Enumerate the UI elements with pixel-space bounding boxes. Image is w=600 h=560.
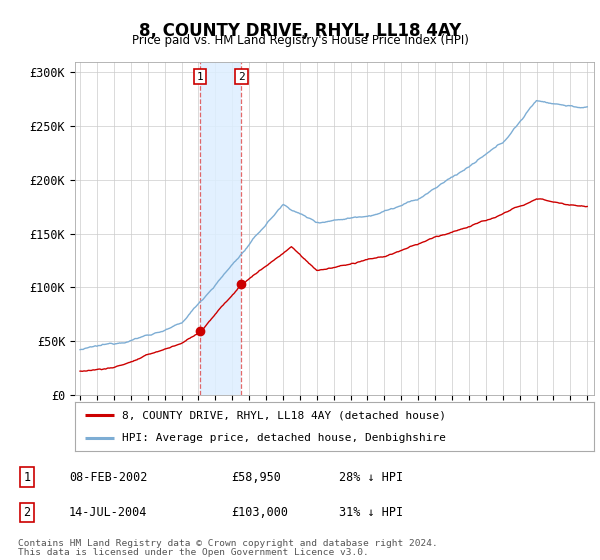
Text: £103,000: £103,000 (231, 506, 288, 519)
Text: This data is licensed under the Open Government Licence v3.0.: This data is licensed under the Open Gov… (18, 548, 369, 557)
Text: 31% ↓ HPI: 31% ↓ HPI (339, 506, 403, 519)
Text: 08-FEB-2002: 08-FEB-2002 (69, 470, 148, 484)
Text: Contains HM Land Registry data © Crown copyright and database right 2024.: Contains HM Land Registry data © Crown c… (18, 539, 438, 548)
Text: HPI: Average price, detached house, Denbighshire: HPI: Average price, detached house, Denb… (122, 433, 446, 444)
Text: 1: 1 (23, 470, 31, 484)
Text: 8, COUNTY DRIVE, RHYL, LL18 4AY (detached house): 8, COUNTY DRIVE, RHYL, LL18 4AY (detache… (122, 410, 446, 421)
Text: 14-JUL-2004: 14-JUL-2004 (69, 506, 148, 519)
Text: £58,950: £58,950 (231, 470, 281, 484)
Text: 1: 1 (197, 72, 203, 82)
Text: 2: 2 (23, 506, 31, 519)
Text: 2: 2 (238, 72, 245, 82)
Text: 28% ↓ HPI: 28% ↓ HPI (339, 470, 403, 484)
Text: 8, COUNTY DRIVE, RHYL, LL18 4AY: 8, COUNTY DRIVE, RHYL, LL18 4AY (139, 22, 461, 40)
Bar (200, 62, 241, 395)
Text: Price paid vs. HM Land Registry's House Price Index (HPI): Price paid vs. HM Land Registry's House … (131, 34, 469, 46)
